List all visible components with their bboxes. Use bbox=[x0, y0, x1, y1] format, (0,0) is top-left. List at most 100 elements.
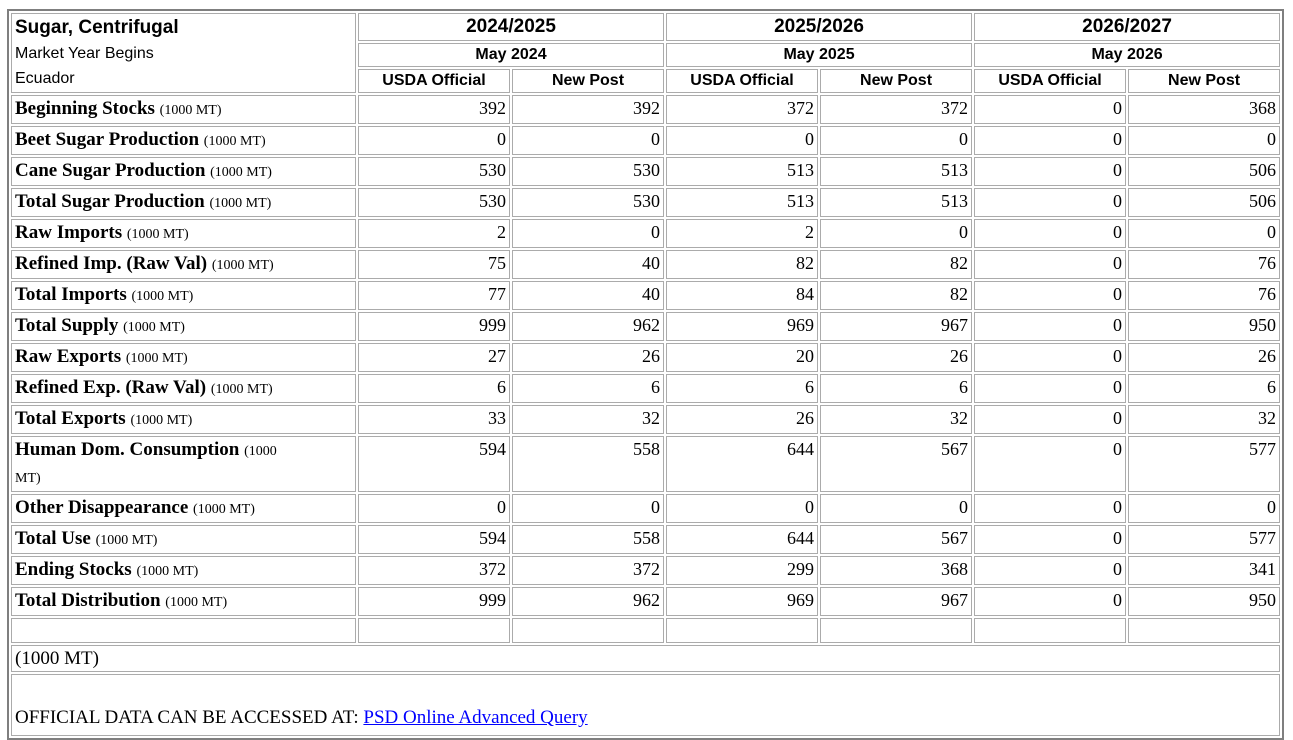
value-cell: 950 bbox=[1128, 312, 1281, 341]
value-cell: 33 bbox=[358, 405, 510, 434]
value-cell: 506 bbox=[1128, 188, 1281, 217]
row-label: Raw Exports bbox=[15, 346, 122, 367]
row-label-cell: Total Sugar Production (1000 MT) bbox=[11, 188, 356, 217]
row-label-cell: Total Imports (1000 MT) bbox=[11, 281, 356, 310]
value-cell: 513 bbox=[666, 157, 819, 186]
table-row: Total Use (1000 MT) 594 558 644 567 0 577 bbox=[11, 525, 1281, 554]
table-row: Beet Sugar Production (1000 MT) 0 0 0 0 0 0 bbox=[11, 126, 1281, 155]
row-label: Total Exports bbox=[15, 408, 126, 429]
value-cell: 558 bbox=[512, 436, 665, 492]
value-cell: 567 bbox=[820, 436, 973, 492]
table-row: Total Imports (1000 MT) 77 40 84 82 0 76 bbox=[11, 281, 1281, 310]
value-cell: 969 bbox=[666, 587, 819, 616]
row-label-cell: Ending Stocks (1000 MT) bbox=[11, 556, 356, 585]
value-cell: 0 bbox=[1128, 126, 1281, 155]
year-header-1: 2024/2025 bbox=[358, 13, 665, 41]
value-cell: 20 bbox=[666, 343, 819, 372]
table-row: Refined Exp. (Raw Val) (1000 MT) 6 6 6 6 0 6 bbox=[11, 374, 1281, 403]
value-cell: 0 bbox=[974, 312, 1127, 341]
table-row: Total Sugar Production (1000 MT) 530 530 51… bbox=[11, 188, 1281, 217]
value-cell: 0 bbox=[974, 374, 1127, 403]
value-cell: 0 bbox=[974, 587, 1127, 616]
row-unit: (1000 MT) bbox=[193, 502, 255, 517]
unit-note: (1000 MT) bbox=[11, 645, 1281, 672]
subheader-new-post-2: New Post bbox=[820, 69, 973, 93]
value-cell: 999 bbox=[358, 587, 510, 616]
value-cell: 0 bbox=[974, 250, 1127, 279]
unit-note-row: (1000 MT) bbox=[11, 645, 1281, 672]
row-unit: (1000 MT) bbox=[211, 258, 274, 273]
table-row: Human Dom. Consumption (1000 MT) 594 558 64… bbox=[11, 436, 1281, 492]
empty-cell bbox=[512, 618, 665, 643]
value-cell: 577 bbox=[1128, 525, 1281, 554]
product-header-cell: Sugar, Centrifugal Market Year Begins Ec… bbox=[11, 13, 356, 93]
row-label-cell: Total Supply (1000 MT) bbox=[11, 312, 356, 341]
value-cell: 0 bbox=[1128, 494, 1281, 523]
empty-cell bbox=[358, 618, 510, 643]
value-cell: 6 bbox=[512, 374, 665, 403]
row-label: Cane Sugar Production bbox=[15, 160, 206, 181]
value-cell: 6 bbox=[1128, 374, 1281, 403]
value-cell: 40 bbox=[512, 281, 665, 310]
value-cell: 372 bbox=[666, 95, 819, 124]
value-cell: 26 bbox=[512, 343, 665, 372]
row-label: Total Supply bbox=[15, 315, 119, 336]
subheader-usda-official-1: USDA Official bbox=[358, 69, 510, 93]
value-cell: 0 bbox=[974, 188, 1127, 217]
row-label-cell: Raw Imports (1000 MT) bbox=[11, 219, 356, 248]
value-cell: 594 bbox=[358, 436, 510, 492]
value-cell: 0 bbox=[974, 343, 1127, 372]
row-unit: (1000 MT) bbox=[131, 289, 194, 304]
subheader-new-post-3: New Post bbox=[1128, 69, 1281, 93]
row-label-cell: Refined Imp. (Raw Val) (1000 MT) bbox=[11, 250, 356, 279]
row-label-cell: Other Disappearance (1000 MT) bbox=[11, 494, 356, 523]
row-unit: (1000 MT) bbox=[210, 382, 273, 397]
value-cell: 0 bbox=[974, 281, 1127, 310]
value-cell: 392 bbox=[512, 95, 665, 124]
value-cell: 6 bbox=[820, 374, 973, 403]
product-title: Sugar, Centrifugal bbox=[15, 17, 179, 38]
value-cell: 0 bbox=[974, 525, 1127, 554]
value-cell: 299 bbox=[666, 556, 819, 585]
row-label-cell: Total Exports (1000 MT) bbox=[11, 405, 356, 434]
value-cell: 0 bbox=[666, 494, 819, 523]
market-year-begins-3: May 2026 bbox=[974, 43, 1281, 67]
row-unit: (1000 MT) bbox=[210, 165, 272, 180]
value-cell: 372 bbox=[512, 556, 665, 585]
row-label-cell: Total Use (1000 MT) bbox=[11, 525, 356, 554]
row-unit: (1000 MT) bbox=[125, 351, 188, 366]
row-unit: (1000 MT) bbox=[95, 533, 158, 548]
row-label: Total Use bbox=[15, 528, 91, 549]
value-cell: 0 bbox=[820, 494, 973, 523]
row-unit: (1000 MT) bbox=[126, 227, 189, 242]
row-label: Other Disappearance bbox=[15, 497, 189, 518]
value-cell: 0 bbox=[974, 405, 1127, 434]
value-cell: 577 bbox=[1128, 436, 1281, 492]
psd-commodity-table: Sugar, Centrifugal Market Year Begins Ec… bbox=[7, 9, 1285, 740]
value-cell: 372 bbox=[820, 95, 973, 124]
empty-cell bbox=[974, 618, 1127, 643]
table-row: Ending Stocks (1000 MT) 372 372 299 368 0 341 bbox=[11, 556, 1281, 585]
value-cell: 0 bbox=[974, 157, 1127, 186]
row-label-cell: Raw Exports (1000 MT) bbox=[11, 343, 356, 372]
value-cell: 27 bbox=[358, 343, 510, 372]
value-cell: 0 bbox=[1128, 219, 1281, 248]
value-cell: 76 bbox=[1128, 250, 1281, 279]
official-data-row: OFFICIAL DATA CAN BE ACCESSED AT: PSD On… bbox=[11, 674, 1281, 736]
row-unit: (1000 MT) bbox=[203, 134, 266, 149]
row-label-cell: Cane Sugar Production (1000 MT) bbox=[11, 157, 356, 186]
value-cell: 0 bbox=[512, 494, 665, 523]
value-cell: 2 bbox=[358, 219, 510, 248]
row-unit: (1000 MT) bbox=[15, 444, 277, 486]
row-label: Ending Stocks bbox=[15, 559, 132, 580]
value-cell: 513 bbox=[820, 188, 973, 217]
row-unit: (1000 MT) bbox=[165, 595, 228, 610]
value-cell: 26 bbox=[1128, 343, 1281, 372]
value-cell: 0 bbox=[974, 95, 1127, 124]
table-row: Raw Imports (1000 MT) 2 0 2 0 0 0 bbox=[11, 219, 1281, 248]
value-cell: 372 bbox=[358, 556, 510, 585]
table-row: Raw Exports (1000 MT) 27 26 20 26 0 26 bbox=[11, 343, 1281, 372]
value-cell: 0 bbox=[358, 126, 510, 155]
value-cell: 6 bbox=[666, 374, 819, 403]
value-cell: 0 bbox=[358, 494, 510, 523]
